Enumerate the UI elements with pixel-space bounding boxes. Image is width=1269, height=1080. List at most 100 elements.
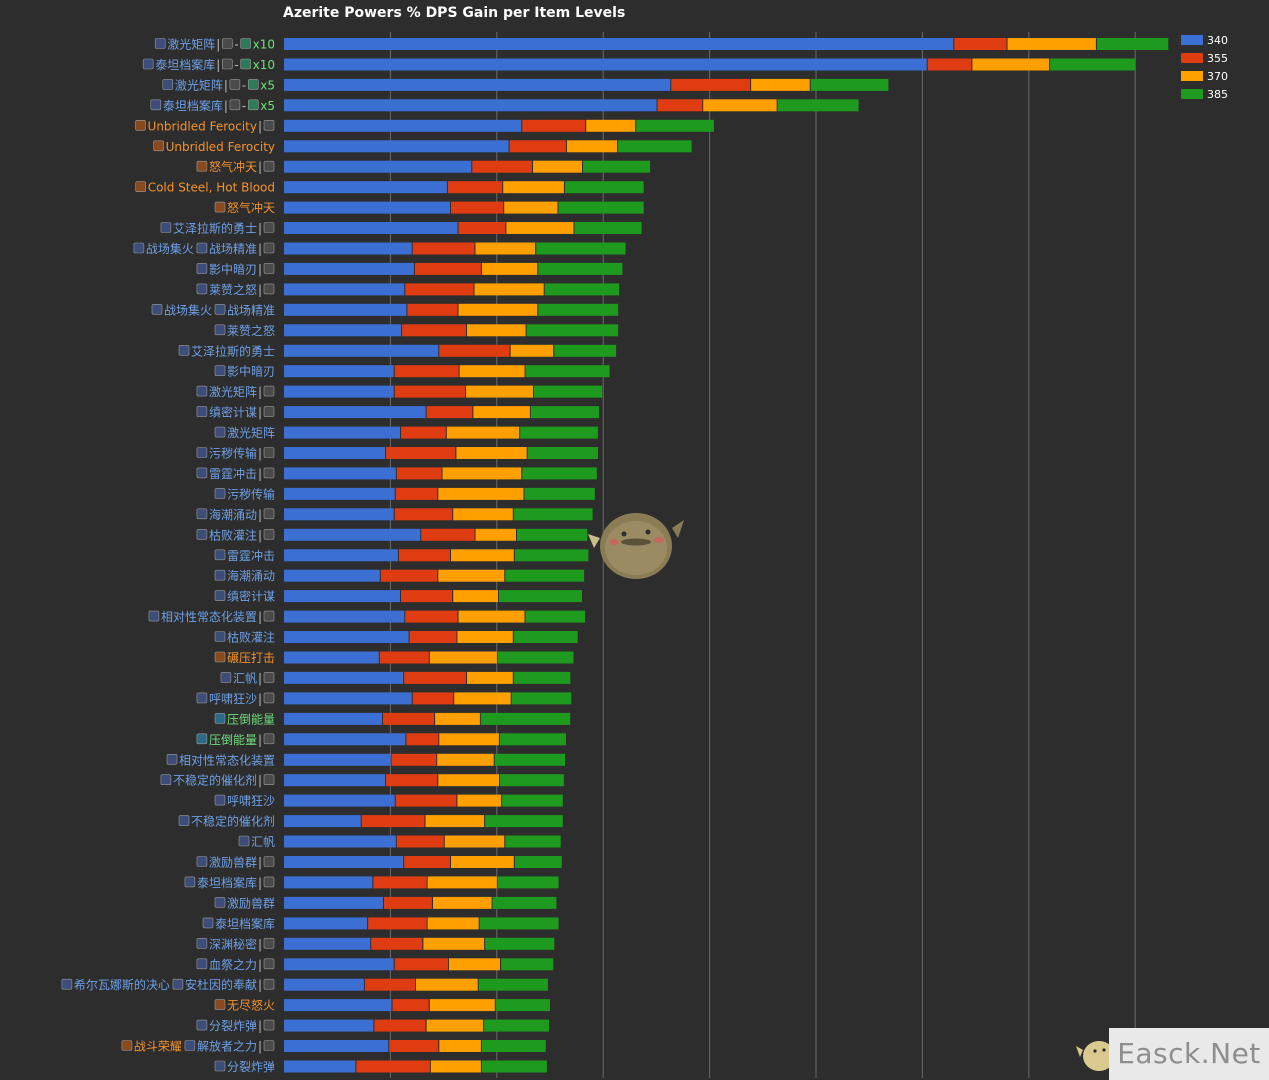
row-label-text: 呼啸狂沙 <box>227 794 275 808</box>
bar-segment-340 <box>284 1019 374 1032</box>
battlefield-focus-icon <box>151 303 163 315</box>
row-label-text: 枯败灌注 <box>209 527 257 542</box>
bar-segment-370 <box>427 876 497 889</box>
bar-segment-340 <box>284 835 396 848</box>
row-label: | 激励兽群 <box>196 856 275 870</box>
row-label: Cold Steel, Hot Blood <box>135 181 275 195</box>
legend-label: 370 <box>1207 70 1228 83</box>
bar-segment-370 <box>481 262 538 275</box>
bars <box>284 38 1169 1073</box>
row-label-text: 怒气冲天 <box>209 159 257 174</box>
bar-segment-340 <box>284 958 394 971</box>
generic-trait-icon <box>263 508 275 520</box>
bar-segment-340 <box>284 283 405 296</box>
row-label: | 污秽传输 <box>196 446 275 461</box>
bar-segment-355 <box>402 324 466 337</box>
essence-icon <box>248 99 259 111</box>
legend-label: 385 <box>1207 88 1228 101</box>
bar-segment-355 <box>394 365 459 378</box>
bar-segment-385 <box>514 549 589 562</box>
row-label-text: 压倒能量 <box>209 733 257 747</box>
row-label-text: 深渊秘密 <box>209 936 257 951</box>
bar-segment-340 <box>284 140 509 153</box>
bar-segment-370 <box>451 549 514 562</box>
row-label-text: 战斗荣耀 <box>134 1040 182 1054</box>
generic-trait-icon <box>263 610 275 622</box>
generic-trait-icon <box>263 160 275 172</box>
row-label-text: | <box>258 528 262 542</box>
row-label-text: | <box>258 774 262 788</box>
row-label-text: | <box>224 99 228 113</box>
bar-segment-370 <box>438 774 499 787</box>
anduin-icon <box>172 978 184 990</box>
legend: 340 355 370 385 <box>1181 34 1228 101</box>
bar-segment-370 <box>1007 38 1096 50</box>
row-label-text: 雷霆冲击 <box>209 466 257 481</box>
bar-segment-340 <box>284 856 404 868</box>
bar-segment-370 <box>586 119 636 132</box>
bar-segment-385 <box>492 896 557 909</box>
rezan-icon <box>196 283 208 295</box>
bar-segment-355 <box>384 896 432 909</box>
bar-segment-370 <box>423 937 485 950</box>
bar-segment-385 <box>520 426 598 439</box>
generic-trait-icon <box>263 283 275 295</box>
bar-segment-355 <box>439 344 510 357</box>
bar-segment-340 <box>284 78 671 91</box>
bar-segment-355 <box>414 262 481 275</box>
liberator-icon <box>184 1040 196 1051</box>
generic-trait-icon <box>263 447 275 458</box>
bar-segment-340 <box>284 733 406 746</box>
row-label-text: | <box>216 38 220 52</box>
unbridled-ferocity-icon <box>135 120 146 131</box>
roaring-sands-icon <box>214 794 226 806</box>
bar-segment-355 <box>407 303 458 316</box>
bar-segment-340 <box>284 222 458 234</box>
bar-segment-340 <box>284 590 400 603</box>
row-label-text: 战场精准 <box>227 303 275 317</box>
bar-segment-340 <box>284 896 383 909</box>
bar-segment-370 <box>415 978 478 991</box>
row-label-text: 相对性常态化装置 <box>179 753 275 767</box>
bar-segment-340 <box>284 303 407 316</box>
bar-segment-355 <box>394 508 453 521</box>
bar-segment-340 <box>284 508 394 521</box>
row-label: | Unbridled Ferocity <box>135 119 275 133</box>
row-label-text: Cold Steel, Hot Blood <box>148 181 275 195</box>
filthy-transfusion-icon <box>214 488 226 499</box>
bar-segment-370 <box>503 181 564 194</box>
row-label: | 分裂炸弹 <box>196 1019 275 1033</box>
bar-segment-385 <box>500 733 566 746</box>
overwhelming-power-icon <box>214 713 226 724</box>
row-label: 激励兽群 <box>214 896 275 910</box>
row-label-text: 泰坦档案库 <box>197 875 257 890</box>
generic-trait-icon <box>222 38 233 49</box>
row-label: | 枯败灌注 <box>196 527 275 542</box>
blightborne-icon <box>196 528 208 540</box>
row-label: | 战场精准 战场集火 <box>133 241 275 256</box>
row-label-text: | <box>258 937 262 951</box>
bar-segment-340 <box>284 631 409 643</box>
bar-segment-385 <box>513 671 571 684</box>
unstable-catalyst-icon <box>178 815 190 826</box>
titan-archive-icon <box>202 917 214 929</box>
row-label-text: - <box>234 58 238 72</box>
bar-segment-385 <box>544 283 620 296</box>
bar-segment-385 <box>511 692 572 705</box>
row-label-text: | <box>258 671 262 685</box>
row-label-text: - <box>234 38 238 52</box>
watermark-mascot-icon <box>1076 1041 1115 1071</box>
watermark-text: Easck.Net <box>1109 1028 1269 1080</box>
row-label-text: 缜密计谋 <box>227 589 275 604</box>
laser-matrix-icon <box>214 426 226 438</box>
row-label: x5 - | 泰坦档案库 <box>150 98 275 113</box>
generic-trait-icon <box>263 876 275 888</box>
bar-segment-385 <box>497 876 559 889</box>
row-label-text: 希尔瓦娜斯的决心 <box>74 977 170 992</box>
row-label: 碾压打击 <box>214 651 275 665</box>
row-label: 分裂炸弹 <box>214 1060 275 1074</box>
blightborne-icon <box>214 631 226 642</box>
bar-segment-355 <box>401 426 446 439</box>
row-label-text: | <box>258 242 262 256</box>
bar-segment-355 <box>356 1060 430 1073</box>
